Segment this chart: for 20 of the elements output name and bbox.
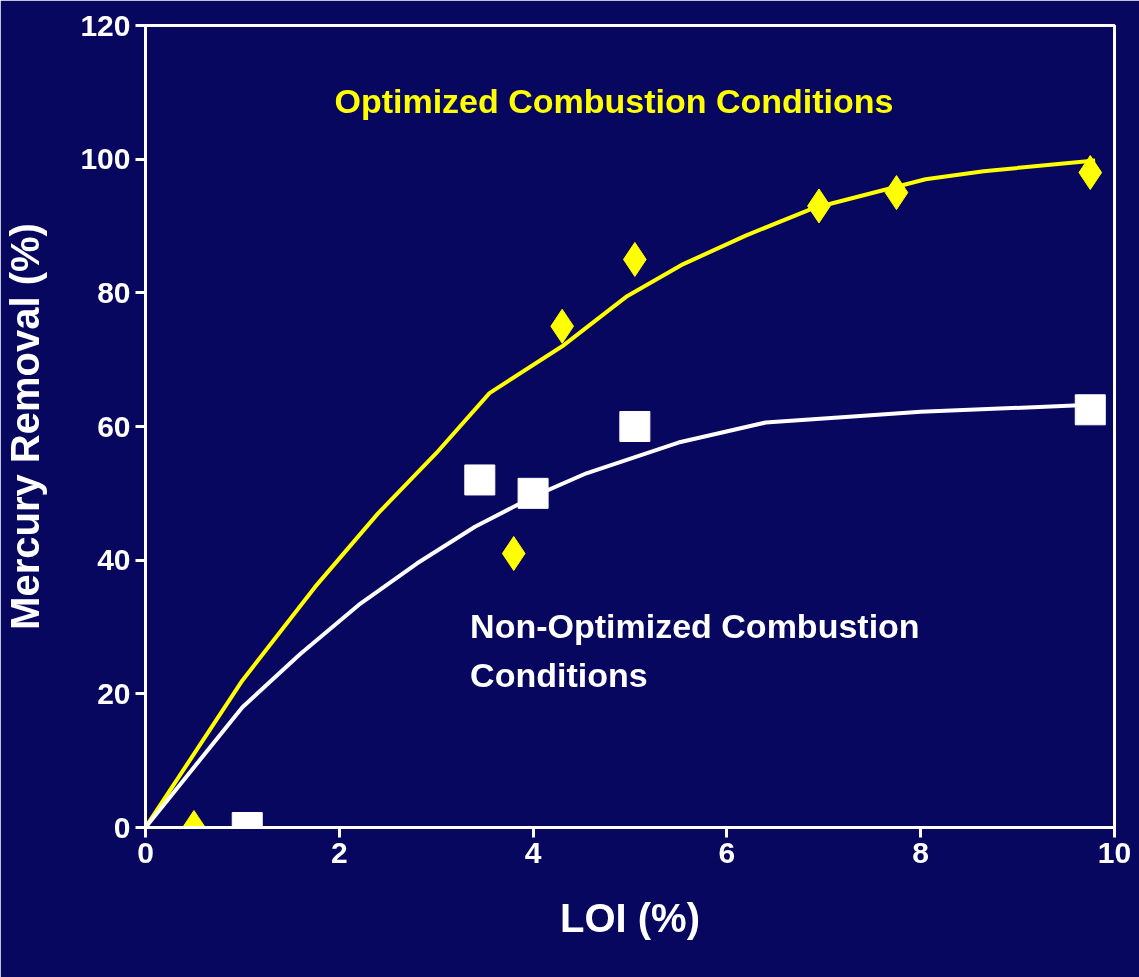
y-tick-label: 20 bbox=[97, 676, 131, 710]
y-tick-label: 80 bbox=[97, 275, 131, 309]
x-tick-label: 2 bbox=[330, 835, 348, 869]
x-tick-label: 8 bbox=[912, 835, 930, 869]
x-axis-title: LOI (%) bbox=[560, 895, 700, 940]
point bbox=[1074, 394, 1106, 426]
annotation: Optimized Combustion Conditions bbox=[334, 81, 894, 120]
y-tick-label: 100 bbox=[80, 142, 131, 176]
x-tick-label: 4 bbox=[524, 835, 542, 869]
y-tick-label: 120 bbox=[80, 8, 131, 42]
x-tick-label: 6 bbox=[718, 835, 736, 869]
y-tick-label: 40 bbox=[97, 543, 131, 577]
y-tick-label: 0 bbox=[113, 810, 131, 844]
point bbox=[619, 411, 651, 442]
y-axis-title: Mercury Removal (%) bbox=[3, 223, 48, 630]
x-tick-label: 10 bbox=[1097, 835, 1132, 869]
x-tick-label: 0 bbox=[137, 835, 154, 869]
annotation: Non-Optimized Combustion Conditions bbox=[470, 606, 920, 695]
y-tick-label: 60 bbox=[97, 409, 131, 443]
point bbox=[464, 464, 496, 496]
